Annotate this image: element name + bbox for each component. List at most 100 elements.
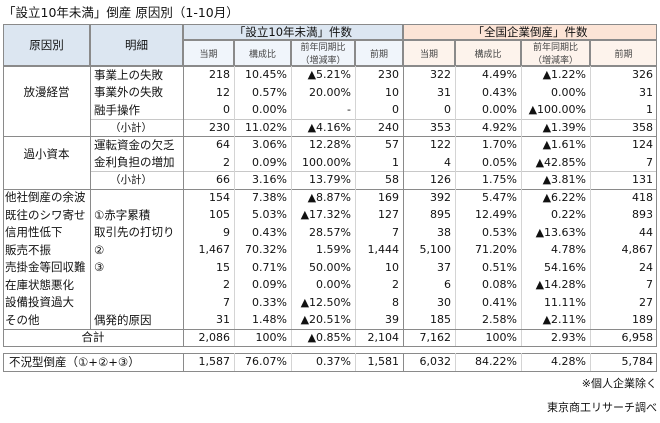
source: 東京商工リサーチ調べ: [547, 401, 657, 414]
value-cell: 38: [437, 225, 451, 239]
value-cell: 0.00%: [551, 85, 586, 99]
subheader: 構成比: [455, 40, 521, 66]
value-cell: 0.33%: [252, 295, 287, 309]
value-cell: 12.49%: [475, 208, 517, 222]
value-cell: 418: [632, 190, 653, 204]
rule: [455, 353, 456, 371]
value-cell: 169: [378, 190, 399, 204]
value-cell: 71.20%: [475, 243, 517, 257]
value-cell: 1,444: [367, 243, 400, 257]
detail-cell: 偶発的原因: [94, 312, 152, 327]
detail-cell: 取引先の打切り: [94, 225, 175, 240]
value-cell: 11.02%: [245, 120, 287, 134]
group-header: 「全国企業倒産」件数: [403, 24, 657, 40]
rule: [521, 353, 522, 371]
value-cell: 0.41%: [482, 295, 517, 309]
cause-cell: 他社倒産の余波: [5, 190, 86, 205]
value-cell: 0: [392, 103, 399, 117]
value-cell: 31: [639, 85, 653, 99]
detail-cell: ③: [94, 260, 105, 275]
value-cell: 124: [632, 138, 653, 152]
value-cell: 0.43%: [482, 85, 517, 99]
value-cell: 322: [430, 68, 451, 82]
rule: [590, 353, 591, 371]
value-cell: 0: [223, 103, 230, 117]
value-cell: 12: [216, 85, 230, 99]
rule: [90, 118, 657, 120]
value-cell: 358: [632, 120, 653, 134]
header-detail: 明細: [90, 24, 183, 66]
subheader: 構成比: [234, 40, 291, 66]
rule: [3, 136, 657, 137]
value-cell: 0.57%: [252, 85, 287, 99]
value-cell: 2: [223, 278, 230, 292]
subheader: 当期: [403, 40, 455, 66]
value-cell: ▲2.11%: [542, 313, 586, 327]
value-cell: ▲1.61%: [542, 138, 586, 152]
value-cell: 5,784: [621, 355, 654, 369]
value-cell: 15: [216, 260, 230, 274]
value-cell: 326: [632, 68, 653, 82]
value-cell: 1,587: [198, 355, 231, 369]
value-cell: 185: [430, 313, 451, 327]
rule: [183, 353, 184, 371]
subheader-line: 当期: [199, 49, 218, 60]
value-cell: ▲100.00%: [528, 103, 586, 117]
recession-label: 不況型倒産（①+②+③）: [9, 354, 140, 369]
subheader-line: 前期: [369, 49, 388, 60]
cause-cell: 信用性低下: [5, 225, 63, 240]
value-cell: 58: [385, 173, 399, 187]
cause-cell: その他: [5, 312, 40, 327]
value-cell: 2: [392, 278, 399, 292]
cause-cell: 過小資本: [23, 146, 70, 161]
detail-cell: （小計）: [110, 121, 152, 134]
subheader: 前年同期比 （増減率）: [291, 40, 355, 66]
value-cell: 126: [430, 173, 451, 187]
value-cell: 54.16%: [544, 260, 586, 274]
subheader: 前期: [590, 40, 657, 66]
value-cell: ▲42.85%: [535, 155, 586, 169]
value-cell: 1.70%: [482, 138, 517, 152]
detail-cell: 事業外の失敗: [94, 85, 163, 100]
header-cause: 原因別: [3, 24, 90, 66]
value-cell: 0.00%: [252, 103, 287, 117]
cause-cell: 在庫状態悪化: [5, 277, 74, 292]
value-cell: 0: [444, 103, 451, 117]
value-cell: 2.93%: [551, 330, 586, 344]
rule: [355, 353, 356, 371]
value-cell: 31: [216, 313, 230, 327]
subheader-line: 前年同期比: [532, 43, 578, 53]
value-cell: 76.07%: [245, 355, 287, 369]
value-cell: 50.00%: [309, 260, 351, 274]
detail-cell: 事業上の失敗: [94, 67, 163, 82]
value-cell: 3.06%: [252, 138, 287, 152]
subheader-line: 前年同期比: [300, 43, 346, 53]
value-cell: 0.09%: [252, 155, 287, 169]
value-cell: ▲0.85%: [307, 330, 351, 344]
total-label: 合計: [81, 330, 105, 345]
rule: [521, 66, 522, 346]
value-cell: 64: [216, 138, 230, 152]
value-cell: ▲17.32%: [300, 208, 351, 222]
value-cell: 392: [430, 190, 451, 204]
rule: [590, 66, 591, 346]
value-cell: ▲6.22%: [542, 190, 586, 204]
value-cell: ▲3.81%: [542, 173, 586, 187]
value-cell: 2: [223, 155, 230, 169]
rule: [403, 353, 404, 371]
value-cell: 37: [437, 260, 451, 274]
rule: [291, 66, 292, 346]
value-cell: 105: [209, 208, 230, 222]
value-cell: 39: [385, 313, 399, 327]
value-cell: 6,032: [419, 355, 452, 369]
subheader-line: 構成比: [474, 49, 502, 60]
table-frame: [3, 66, 657, 347]
value-cell: -: [347, 103, 351, 117]
detail-cell: 融手操作: [94, 102, 140, 117]
value-cell: 31: [437, 85, 451, 99]
value-cell: ▲12.50%: [300, 295, 351, 309]
subheader-line: 構成比: [248, 49, 276, 60]
subheader: 前年同期比 （増減率）: [521, 40, 590, 66]
value-cell: ▲1.39%: [542, 120, 586, 134]
detail-cell: ②: [94, 242, 105, 257]
